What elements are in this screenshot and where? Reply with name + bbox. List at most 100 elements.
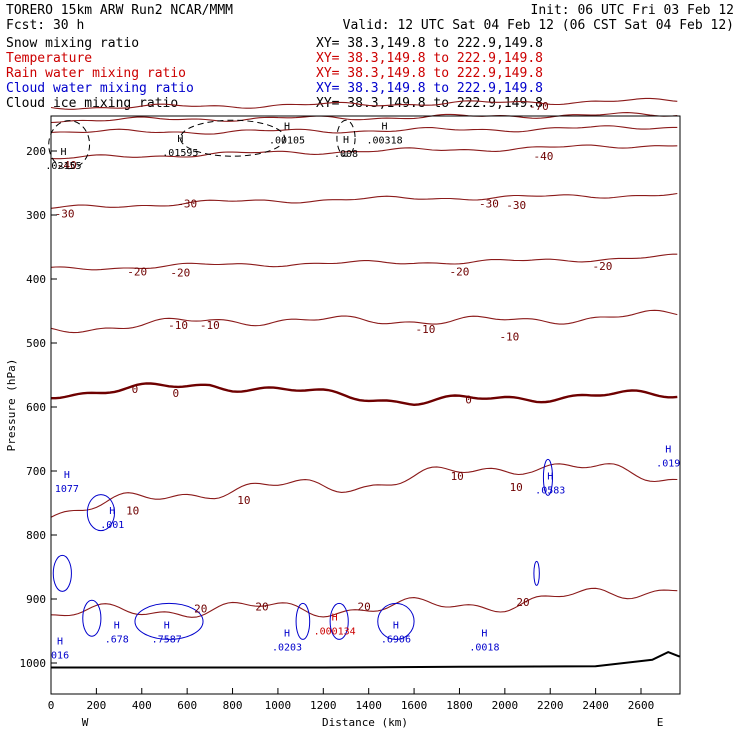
maximum-marker: H (382, 121, 388, 132)
y-tick-label: 700 (26, 465, 46, 478)
isotherm-line (51, 382, 678, 407)
header: TORERO 15km ARW Run2 NCAR/MMM Init: 06 U… (6, 3, 734, 33)
isotherm-label: -10 (415, 323, 435, 336)
maximum-value: .0203 (272, 642, 302, 653)
isotherm-label: -20 (127, 265, 147, 278)
cloud-contour (48, 120, 91, 170)
maximum-marker: H (60, 147, 66, 158)
isotherm-label: 10 (126, 505, 139, 518)
maximum-value: .0018 (469, 642, 499, 653)
field-xy: XY= 38.3,149.8 to 222.9,149.8 (316, 96, 543, 111)
isotherm-line (50, 112, 678, 124)
maximum-marker: H (547, 471, 553, 482)
field-name: Temperature (6, 51, 92, 66)
x-tick-label: 1200 (310, 699, 337, 712)
field-name: Cloud water mixing ratio (6, 81, 194, 96)
isotherm-label: -40 (57, 159, 77, 172)
isotherm-label: 20 (255, 601, 268, 614)
maximum-value: .008 (334, 149, 358, 160)
cloud-contour (542, 458, 554, 496)
cloud-contour (329, 602, 349, 640)
x-tick-label: 2200 (537, 699, 564, 712)
cloud-contours (48, 119, 554, 640)
isotherm-line (50, 309, 678, 334)
isotherm-label: 20 (358, 601, 371, 614)
maximum-value: .019 (656, 459, 680, 470)
isotherm-line (50, 192, 678, 209)
field-legend: Snow mixing ratio XY= 38.3,149.8 to 222.9… (6, 36, 543, 111)
y-tick-label: 400 (26, 273, 46, 286)
endpoint-left: W (82, 716, 89, 729)
x-tick-label: 0 (48, 699, 55, 712)
maximum-value: .000134 (314, 626, 356, 637)
y-tick-label: 600 (26, 401, 46, 414)
maximum-marker: H (665, 445, 671, 456)
terrain-line (51, 651, 680, 669)
maximum-marker: H (164, 621, 170, 632)
x-axis-label: Distance (km) (322, 716, 408, 729)
cloud-contour (377, 602, 415, 640)
y-tick-label: 1000 (20, 657, 47, 670)
x-tick-label: 1600 (401, 699, 428, 712)
field-xy: XY= 38.3,149.8 to 222.9,149.8 (316, 51, 543, 66)
x-tick-label: 800 (223, 699, 243, 712)
isotherm-label: -10 (499, 331, 519, 344)
isotherm-line (50, 587, 678, 618)
x-tick-label: 1000 (265, 699, 292, 712)
x-tick-label: 2000 (492, 699, 519, 712)
cloud-contour (52, 554, 72, 592)
x-tick-label: 2600 (628, 699, 655, 712)
field-name: Rain water mixing ratio (6, 66, 186, 81)
isotherm-label: 20 (194, 603, 207, 616)
header-fcst: Fcst: 30 h (6, 18, 84, 33)
isotherm-label: 10 (510, 481, 523, 494)
isotherm-label: 0 (172, 387, 179, 400)
isotherm-label: 20 (516, 596, 529, 609)
cloud-contour (134, 602, 204, 640)
isotherm-label: 0 (465, 393, 472, 406)
isotherm-label: -30 (177, 197, 197, 210)
header-init: Init: 06 UTC Fri 03 Feb 12 (531, 3, 735, 18)
field-xy: XY= 38.3,149.8 to 222.9,149.8 (316, 66, 543, 81)
isotherm-line (50, 125, 678, 135)
maximum-value: .00318 (367, 135, 403, 146)
endpoint-right: E (657, 716, 664, 729)
plot-frame (50, 115, 681, 695)
isotherm-label: -30 (506, 199, 526, 212)
y-axis-label: Pressure (hPa) (5, 359, 18, 452)
maximum-marker: H (343, 135, 349, 146)
isotherm-line (50, 463, 678, 518)
maximum-value: .01595 (162, 148, 198, 159)
cloud-contour (533, 560, 540, 586)
maximum-marker: H (177, 134, 183, 145)
y-tick-label: 200 (26, 145, 46, 158)
isotherm-label: -40 (533, 150, 553, 163)
maximum-marker: H (114, 621, 120, 632)
isotherm-label: -20 (450, 265, 470, 278)
isotherm-line (50, 144, 678, 160)
x-tick-label: 200 (86, 699, 106, 712)
isotherm-label: -30 (55, 208, 75, 221)
header-title: TORERO 15km ARW Run2 NCAR/MMM (6, 3, 233, 18)
isotherm-label: -30 (479, 197, 499, 210)
field-xy: XY= 38.3,149.8 to 222.9,149.8 (316, 36, 543, 51)
y-tick-label: 500 (26, 337, 46, 350)
cloud-contour (179, 119, 286, 157)
y-tick-label: 900 (26, 593, 46, 606)
cloud-contour (295, 602, 311, 640)
isotherm-line (50, 97, 678, 110)
cloud-contour (336, 119, 356, 157)
y-tick-label: 300 (26, 209, 46, 222)
isotherm-label: 10 (451, 470, 464, 483)
y-axis-ticks: 200 300 400 500 600 700 800 900 1000 (20, 145, 57, 670)
maximum-marker: H (109, 506, 115, 517)
x-axis-ticks: 0 200 400 600 800 1000 1200 1400 1600 1800 2000 220… (48, 688, 655, 712)
isotherm-label: -20 (592, 260, 612, 273)
field-name: Snow mixing ratio (6, 36, 139, 51)
maximum-value: .001 (100, 520, 124, 531)
cloud-contour (82, 599, 102, 637)
maximum-value: 016 (51, 651, 69, 662)
isotherm-label: -10 (200, 319, 220, 332)
x-tick-label: 1400 (355, 699, 382, 712)
maximum-value: .678 (105, 635, 129, 646)
